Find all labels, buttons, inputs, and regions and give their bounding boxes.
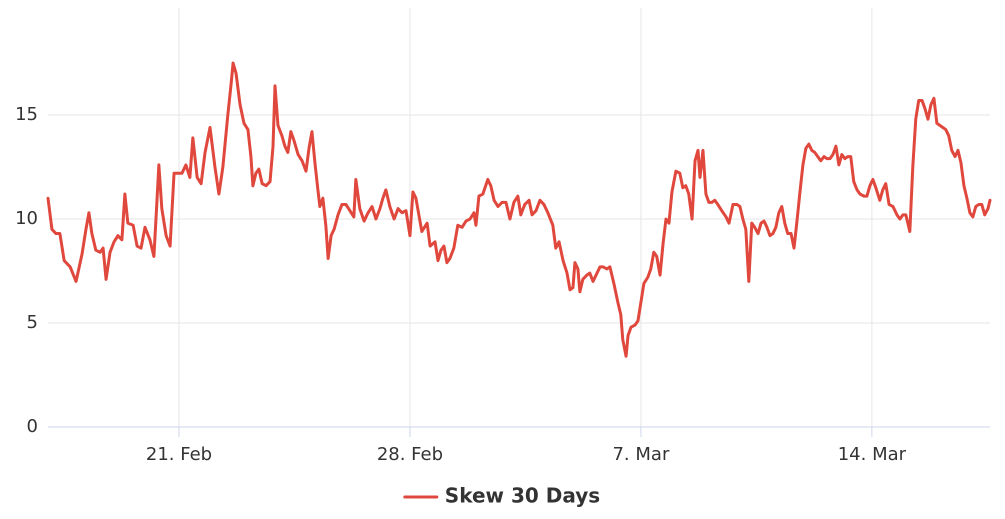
legend-label: Skew 30 Days bbox=[445, 484, 600, 508]
data-line bbox=[46, 61, 992, 358]
y-tick-label: 15 bbox=[15, 104, 38, 125]
x-tick-label: 14. Mar bbox=[838, 444, 907, 465]
x-tick-label: 7. Mar bbox=[612, 444, 669, 465]
y-tick-label: 0 bbox=[27, 416, 38, 437]
x-tick-label: 28. Feb bbox=[377, 444, 443, 465]
y-tick-label: 5 bbox=[27, 312, 38, 333]
x-tick-label: 21. Feb bbox=[146, 444, 212, 465]
y-tick-label: 10 bbox=[15, 208, 38, 229]
